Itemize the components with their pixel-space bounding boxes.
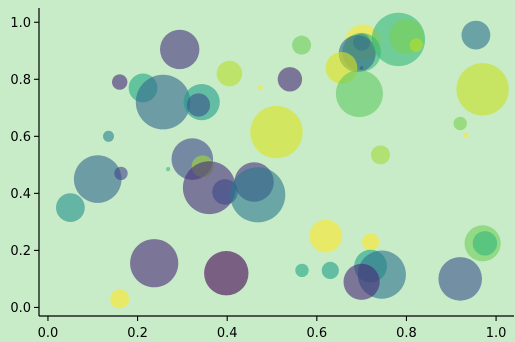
- scatter-point: [359, 66, 364, 70]
- scatter-point: [277, 67, 303, 92]
- bubble-layer: [56, 12, 509, 309]
- scatter-point: [409, 38, 423, 52]
- scatter-point: [250, 105, 303, 159]
- scatter-point: [130, 239, 179, 288]
- scatter-point: [453, 116, 467, 131]
- y-tick-label: 0.0: [10, 301, 31, 316]
- scatter-point: [258, 85, 263, 91]
- scatter-point: [216, 60, 243, 87]
- scatter-point: [135, 74, 191, 130]
- y-tick-label: 0.2: [10, 244, 31, 259]
- y-tick-label: 0.4: [10, 187, 31, 202]
- scatter-point: [461, 20, 491, 50]
- scatter-point: [295, 263, 309, 278]
- y-ticks: 0.0 0.2 0.4 0.6 0.8 1.0: [10, 16, 39, 316]
- scatter-point: [204, 251, 249, 296]
- scatter-point: [166, 167, 171, 172]
- x-tick-label: 0.6: [306, 326, 327, 341]
- scatter-point: [321, 261, 339, 279]
- scatter-point: [371, 145, 390, 165]
- x-tick-label: 0.4: [217, 326, 238, 341]
- x-tick-label: 0.8: [396, 326, 417, 341]
- scatter-point: [56, 193, 85, 223]
- scatter-point: [160, 29, 200, 70]
- scatter-point: [230, 167, 286, 223]
- scatter-point: [103, 130, 114, 142]
- scatter-point: [343, 263, 380, 300]
- x-tick-label: 0.0: [38, 326, 59, 341]
- scatter-point: [110, 289, 130, 309]
- scatter-point: [335, 70, 383, 118]
- scatter-point: [114, 166, 128, 181]
- scatter-point: [309, 219, 343, 253]
- axes: 0.0 0.2 0.4 0.6 0.8 1.0 0.0 0.2 0.4 0.6 0.8 1.0: [10, 8, 514, 341]
- scatter-point: [472, 231, 498, 256]
- scatter-point: [186, 93, 211, 117]
- x-ticks: 0.0 0.2 0.4 0.6 0.8 1.0: [38, 316, 507, 341]
- scatter-point: [438, 257, 483, 301]
- scatter-point: [362, 233, 380, 251]
- scatter-point: [292, 35, 312, 55]
- scatter-point: [463, 132, 469, 138]
- scatter-point: [456, 63, 509, 116]
- y-tick-label: 0.8: [10, 73, 31, 88]
- scatter-point: [112, 74, 128, 90]
- x-tick-label: 1.0: [486, 326, 507, 341]
- x-tick-label: 0.2: [127, 326, 148, 341]
- y-tick-label: 0.6: [10, 130, 31, 145]
- y-tick-label: 1.0: [10, 16, 31, 31]
- scatter-point: [73, 155, 122, 203]
